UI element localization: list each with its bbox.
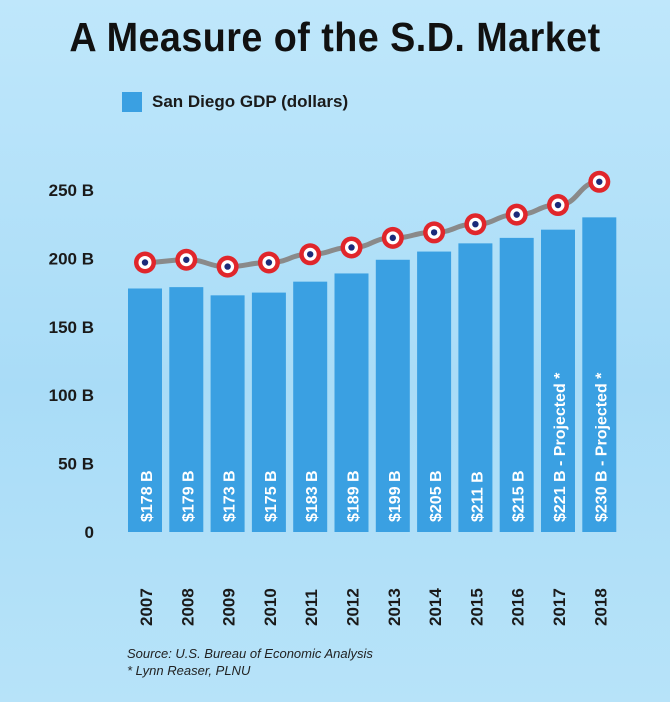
data-label: $215 B <box>511 470 528 522</box>
x-tick-label: 2013 <box>385 588 404 626</box>
x-tick-label: 2015 <box>467 588 486 626</box>
data-label: $178 B <box>139 470 156 522</box>
data-label: $211 B <box>469 471 486 522</box>
trend-marker-2016 <box>505 203 528 226</box>
data-label: $221 B - Projected * <box>552 372 569 522</box>
bar-2013 <box>375 259 410 532</box>
x-axis: 2007 2008 2009 2010 2011 2012 2013 2014 2015 2016… <box>137 588 610 626</box>
bar-2007 <box>128 288 162 532</box>
legend-label: San Diego GDP (dollars) <box>152 92 349 111</box>
data-label: $230 B - Projected * <box>593 372 610 522</box>
y-tick-label: 150 B <box>49 318 94 337</box>
data-label: $173 B <box>222 470 239 522</box>
data-label: $179 B <box>180 470 197 522</box>
x-tick-label: 2016 <box>509 588 528 626</box>
trend-marker-2014 <box>423 221 446 244</box>
y-tick-label: 250 B <box>49 181 94 200</box>
bar-2012 <box>334 273 369 532</box>
credit-line: * Lynn Reaser, PLNU <box>127 663 251 678</box>
bar-2014 <box>417 251 452 532</box>
bar-2016 <box>499 237 534 532</box>
trend-marker-2007 <box>134 251 156 274</box>
bar-labels: $178 B $179 B $173 B $175 B $183 B $189 B $199… <box>139 372 610 522</box>
data-label: $189 B <box>346 470 363 522</box>
bar-2017 <box>541 229 575 532</box>
bar-2018 <box>582 217 617 533</box>
x-tick-label: 2007 <box>137 588 156 626</box>
legend-swatch <box>122 92 142 112</box>
legend: San Diego GDP (dollars) <box>122 92 348 112</box>
x-tick-label: 2017 <box>550 588 569 626</box>
bar-2011 <box>293 281 328 532</box>
bar-2009 <box>210 295 245 532</box>
trend-marker-2008 <box>175 248 198 271</box>
x-tick-label: 2014 <box>426 588 445 626</box>
trend-line <box>134 170 611 278</box>
x-tick-label: 2010 <box>261 588 280 626</box>
trend-marker-2010 <box>257 251 280 274</box>
trend-marker-2009 <box>216 255 239 278</box>
x-tick-label: 2009 <box>220 588 239 626</box>
trend-marker-2017 <box>547 194 569 217</box>
trend-marker-2013 <box>381 226 404 249</box>
x-tick-label: 2008 <box>178 588 197 626</box>
bars <box>128 217 617 533</box>
x-tick-label: 2011 <box>302 589 321 626</box>
source-line: Source: U.S. Bureau of Economic Analysis <box>127 646 373 661</box>
data-label: $183 B <box>304 470 321 522</box>
data-label: $175 B <box>263 470 280 522</box>
y-tick-label: 50 B <box>58 455 94 474</box>
x-tick-label: 2018 <box>591 588 610 626</box>
bar-2010 <box>251 292 286 532</box>
y-tick-label: 0 <box>85 523 94 542</box>
trend-marker-2015 <box>464 213 487 236</box>
x-tick-label: 2012 <box>344 588 363 626</box>
data-label: $205 B <box>428 470 445 522</box>
bar-2008 <box>169 287 204 532</box>
y-tick-label: 200 B <box>49 249 94 268</box>
trend-marker-2018 <box>588 170 611 193</box>
y-tick-label: 100 B <box>49 386 94 405</box>
data-label: $199 B <box>387 470 404 522</box>
y-axis: 0 50 B 100 B 150 B 200 B 250 B <box>49 181 94 542</box>
trend-marker-2012 <box>340 236 363 259</box>
trend-marker-2011 <box>299 243 322 266</box>
chart-title: A Measure of the S.D. Market <box>69 14 601 60</box>
source-note: Source: U.S. Bureau of Economic Analysis… <box>127 645 373 679</box>
bar-2015 <box>458 243 493 533</box>
